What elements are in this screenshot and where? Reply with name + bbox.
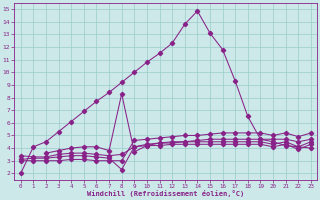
X-axis label: Windchill (Refroidissement éolien,°C): Windchill (Refroidissement éolien,°C): [87, 190, 244, 197]
